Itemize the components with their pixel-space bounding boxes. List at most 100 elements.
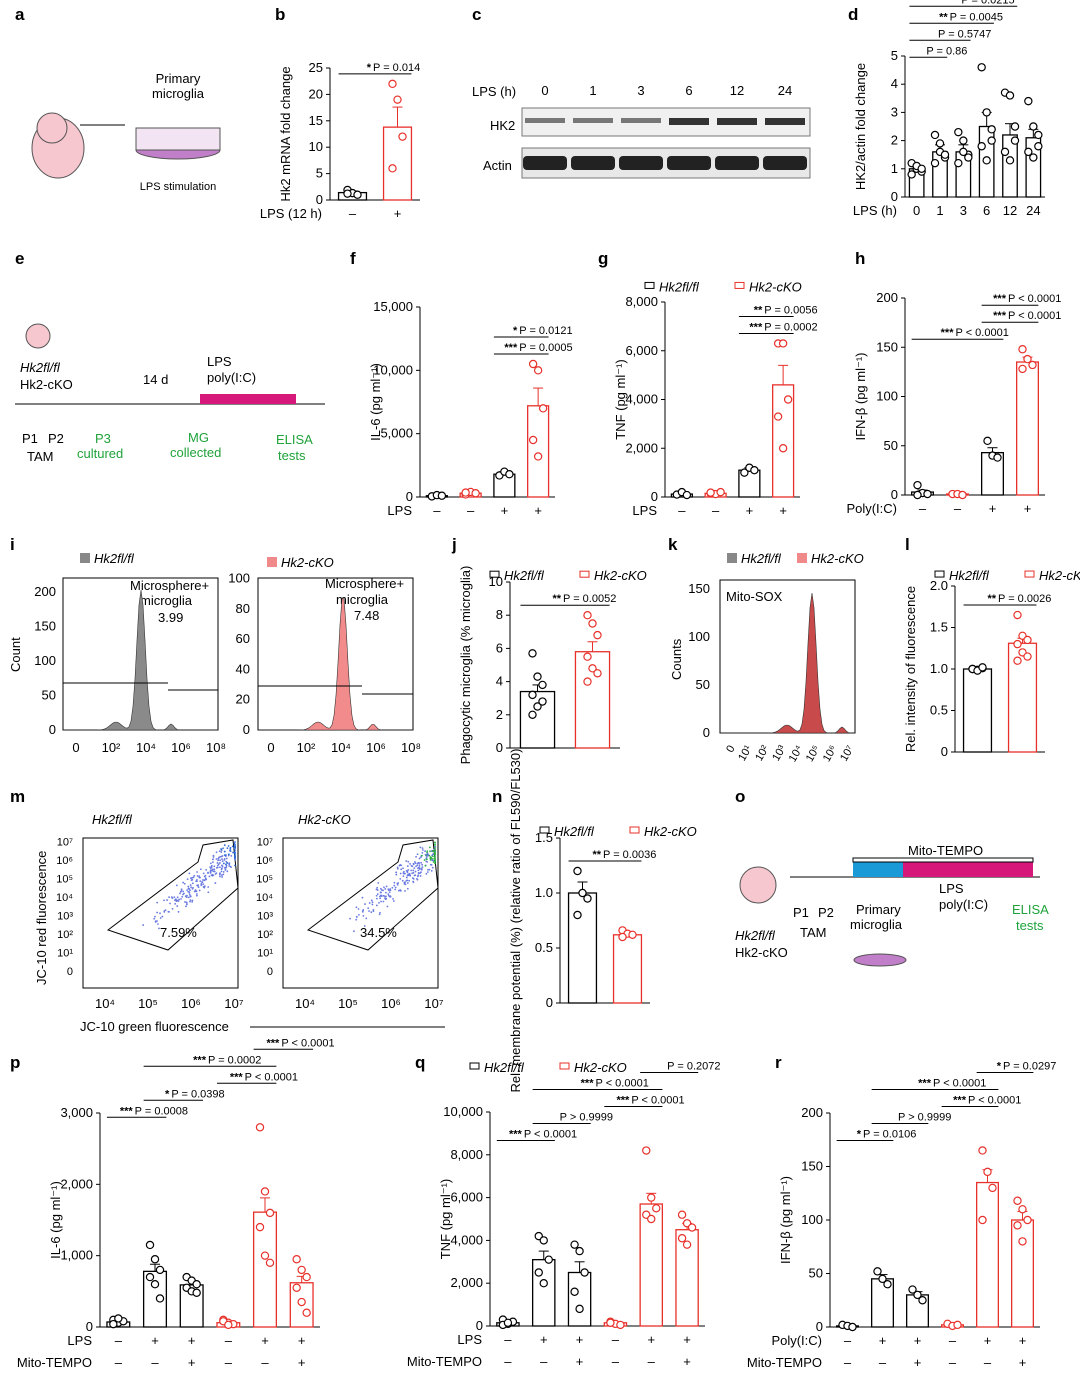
scatter-point	[142, 924, 144, 926]
data-point	[908, 171, 915, 178]
mouse-pup-head-icon	[37, 113, 67, 143]
data-point	[344, 190, 351, 197]
x-tick-label: –	[115, 1333, 123, 1348]
y-tick-label: 0	[67, 966, 73, 978]
scatter-point	[364, 903, 366, 905]
p-value: P = 0.2072	[667, 1061, 720, 1073]
significance-stars: ***	[616, 1095, 630, 1107]
scatter-point	[434, 858, 436, 860]
scatter-point	[404, 873, 406, 875]
scatter-point	[227, 847, 229, 849]
panel-letter-c: c	[472, 5, 481, 24]
y-tick-label: 8,000	[450, 1147, 483, 1162]
scatter-point	[221, 858, 223, 860]
data-point	[1030, 123, 1037, 130]
scatter-point	[362, 915, 364, 917]
scatter-point	[184, 883, 186, 885]
y-tick-label: 0.5	[535, 940, 553, 955]
scatter-point	[404, 882, 406, 884]
scatter-point	[234, 841, 236, 843]
scatter-point	[381, 895, 383, 897]
scatter-point	[196, 871, 198, 873]
scatter-point	[154, 916, 156, 918]
legend-label: Hk2fl/fl	[484, 1060, 525, 1075]
p-value: P = 0.0056	[764, 304, 817, 316]
panel-letter-l: l	[905, 535, 910, 554]
scatter-point	[384, 888, 386, 890]
scatter-point	[179, 893, 181, 895]
scatter-point	[426, 858, 428, 860]
x-tick-label: –	[984, 1355, 992, 1370]
scatter-point	[379, 897, 381, 899]
data-point	[1011, 123, 1018, 130]
scatter-point	[425, 865, 427, 867]
significance-stars: *	[165, 1088, 170, 1100]
bar	[528, 406, 549, 497]
y-tick-label: 15	[309, 113, 323, 128]
scatter-point	[217, 865, 219, 867]
data-point	[574, 867, 581, 874]
panel-e-timeline: Hk2fl/fl Hk2-cKO 14 d LPS poly(I:C) P1 P…	[15, 324, 325, 464]
y-tick-label: 15,000	[373, 299, 413, 314]
chart-g: 0 2,000 4,000 6,000 8,000 TNF (pg ml⁻¹) LPS – – +…	[613, 279, 818, 518]
y-tick-label: 1.0	[535, 885, 553, 900]
data-point	[535, 453, 542, 460]
y-tick-label: 2,000	[60, 1176, 93, 1191]
scatter-point	[383, 895, 385, 897]
x-tick-label: –	[151, 1355, 159, 1370]
scatter-point	[379, 912, 381, 914]
scatter-point	[222, 847, 224, 849]
scatter-point	[356, 906, 358, 908]
data-point	[298, 1266, 305, 1273]
scatter-point	[212, 874, 214, 876]
scatter-point	[159, 912, 161, 914]
scatter-point	[373, 910, 375, 912]
y-tick-label: 0	[86, 1319, 93, 1334]
data-point	[1024, 636, 1031, 643]
panel-letter-a: a	[15, 5, 25, 24]
x-tick-label: 10³	[770, 743, 789, 763]
hk2-band	[669, 118, 709, 125]
p-value: P > 0.9999	[560, 1112, 613, 1124]
x-tick-label: +	[914, 1355, 922, 1370]
y-tick-label: 0	[546, 995, 553, 1010]
scatter-point	[216, 858, 218, 860]
data-point	[874, 1268, 881, 1275]
x-tick-label: –	[225, 1333, 233, 1348]
scatter-point	[426, 850, 428, 852]
y-tick-label: 200	[876, 290, 898, 305]
scatter-point	[199, 890, 201, 892]
scatter-point	[156, 912, 158, 914]
significance-stars: *	[513, 325, 518, 337]
legend-swatch	[580, 571, 589, 577]
legend-label: Hk2-cKO	[644, 824, 697, 839]
data-point	[979, 664, 986, 671]
scatter-point	[413, 863, 415, 865]
bar	[614, 935, 642, 1003]
y-tick-label: 20	[309, 86, 323, 101]
y-tick-label: 0	[496, 740, 503, 755]
y-tick-label: 0	[941, 744, 948, 759]
x-tick-label: 10⁴	[136, 740, 156, 755]
p-value: P = 0.014	[373, 62, 420, 74]
data-point	[156, 1266, 163, 1273]
data-point	[775, 413, 782, 420]
panel-c-western-blot: LPS (h) HK2 Actin 0 1 3 6 12 24	[472, 83, 810, 178]
significance-stars: **	[592, 849, 601, 861]
x-tick-label: 10⁶	[181, 996, 201, 1011]
data-point	[629, 931, 636, 938]
data-point	[534, 673, 541, 680]
scatter-point	[395, 887, 397, 889]
bar-charts: 0510152025Hk2 mRNA fold changeLPS (12 h)…	[17, 0, 1080, 1370]
data-point	[683, 1241, 690, 1248]
data-point	[1035, 143, 1042, 150]
x-row-label: Poly(I:C)	[771, 1333, 822, 1348]
scatter-point	[372, 901, 374, 903]
y-axis-label: JC-10 red fluorescence	[34, 851, 49, 985]
x-tick-label: 12	[1003, 203, 1017, 218]
scatter-point	[408, 880, 410, 882]
scatter-point	[192, 888, 194, 890]
x-tick-label: 10⁴	[95, 996, 115, 1011]
data-point	[979, 1216, 986, 1223]
gate-label: Microsphere+	[130, 578, 209, 593]
